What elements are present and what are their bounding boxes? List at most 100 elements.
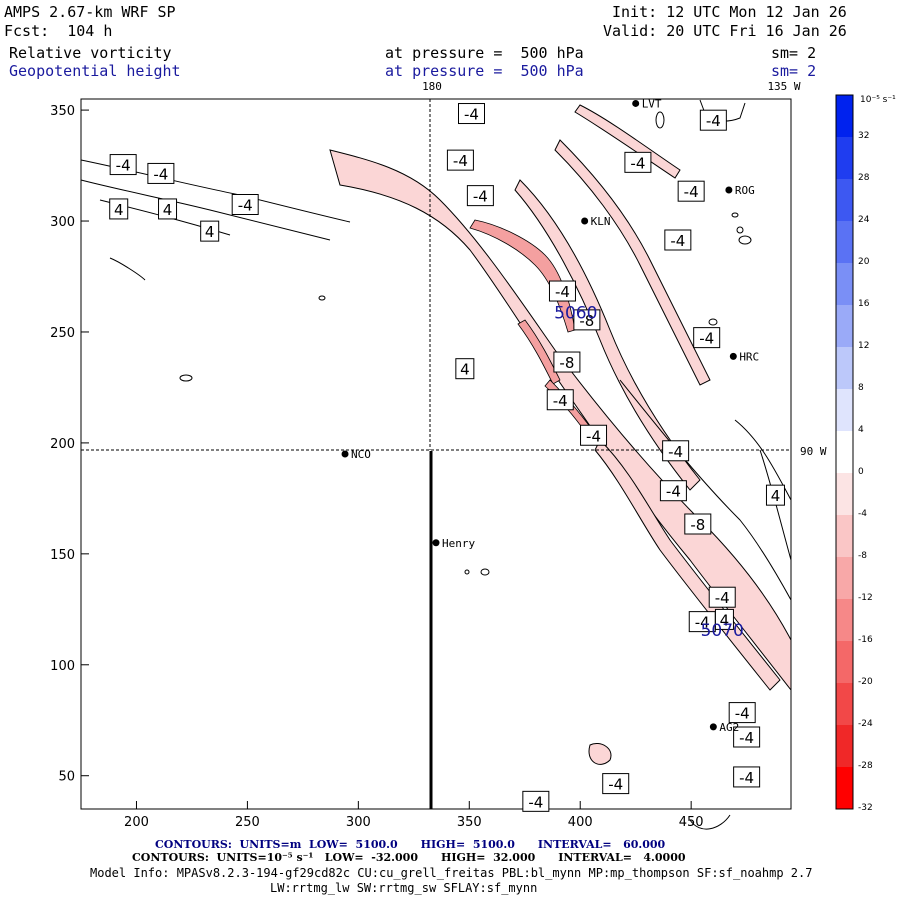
- contour-label: 4: [205, 223, 215, 241]
- x-tick-label: 400: [568, 815, 593, 830]
- colorbar-tick-label: 4: [858, 425, 864, 435]
- contour-label-box: [147, 162, 175, 184]
- contour-label: -4: [153, 165, 168, 183]
- footer-model-info: Model Info: MPASv8.2.3-194-gf29cd82c CU:…: [90, 866, 813, 880]
- colorbar-frame: [835, 94, 854, 810]
- contour-label-box: [455, 358, 475, 380]
- colorbar-swatch: [836, 95, 853, 137]
- init-time: Init: 12 UTC Mon 12 Jan 26: [612, 3, 847, 21]
- colorbar-tick-label: 0: [858, 467, 864, 477]
- colorbar-swatch: [836, 641, 853, 683]
- contour-label-box: [728, 702, 756, 724]
- contour-label-box: [573, 309, 601, 331]
- colorbar-unit: 10⁻⁵ s⁻¹: [860, 95, 896, 105]
- colorbar-swatch: [836, 725, 853, 767]
- contour-label-box: [733, 726, 761, 748]
- contour-label-box: [200, 220, 220, 242]
- colorbar-tick-label: -24: [858, 719, 873, 729]
- x-axis: 200 250 300 350 400 450: [124, 801, 704, 830]
- forecast-hour: Fcst: 104 h: [4, 22, 113, 40]
- station-marker: [725, 186, 733, 194]
- contour-label-box: [733, 766, 761, 788]
- station-marker: [432, 539, 440, 547]
- y-tick-label: 150: [50, 548, 75, 563]
- contour-label-box: [708, 586, 736, 608]
- contour-label-box: [522, 790, 550, 812]
- colorbar-tick-label: -12: [858, 593, 873, 603]
- colorbar-tick-label: 20: [858, 257, 870, 267]
- colorbar-swatch: [836, 305, 853, 347]
- colorbar-swatch: [836, 431, 853, 473]
- station-marker: [341, 450, 349, 458]
- contour-label-box: [765, 484, 785, 506]
- contour-label: -4: [630, 154, 645, 172]
- station-marker: [632, 99, 640, 107]
- contour-label: -4: [670, 232, 685, 250]
- colorbar-swatch: [836, 389, 853, 431]
- contour-label: -4: [668, 443, 683, 461]
- field1-name: Relative vorticity: [9, 44, 172, 62]
- contour-label: 4: [163, 201, 173, 219]
- height-contour-label: 5070: [701, 621, 744, 641]
- colorbar-swatch: [836, 767, 853, 809]
- footer-physics-info: LW:rrtmg_lw SW:rrtmg_sw SFLAY:sf_mynn: [270, 881, 538, 895]
- colorbar-swatch: [836, 515, 853, 557]
- contour-label-box: [458, 103, 485, 125]
- contour-label-box: [580, 424, 608, 446]
- station-label: LVT: [642, 97, 662, 110]
- contour-label: -4: [666, 483, 681, 501]
- contour-label: 4: [720, 611, 730, 629]
- contour-label: -4: [706, 112, 721, 130]
- contour-label: -4: [453, 152, 468, 170]
- contour-label: 4: [460, 361, 470, 379]
- contour-label: -4: [739, 729, 754, 747]
- contour-label-box: [109, 154, 137, 176]
- field1-level: at pressure = 500 hPa: [385, 44, 584, 62]
- contour-label: -4: [695, 614, 710, 632]
- contour-label: -4: [608, 776, 623, 794]
- station-label: NCO: [351, 448, 371, 461]
- contour-label: -4: [684, 183, 699, 201]
- contour-label: -4: [553, 392, 568, 410]
- station-label: KLN: [591, 215, 611, 228]
- y-tick-label: 250: [50, 326, 75, 341]
- colorbar-tick-label: -16: [858, 635, 873, 645]
- contour-label-box: [548, 280, 576, 302]
- contour-label: -8: [559, 354, 574, 372]
- colorbar-swatch: [836, 473, 853, 515]
- contour-label: -4: [699, 330, 714, 348]
- height-contour-label: 5060: [554, 304, 597, 324]
- colorbar: 32 28 24 20 16 12 8 4 0 -4 -8 -12 -16 -20 -24 -28 -32: [835, 94, 873, 813]
- station-layer: LVT ROG KLN HRC NCO Henry AG2: [341, 97, 759, 734]
- contour-label: -4: [464, 106, 479, 124]
- colorbar-swatch: [836, 683, 853, 725]
- colorbar-swatch: [836, 137, 853, 179]
- contour-label-box: [466, 185, 494, 207]
- station-marker: [581, 217, 589, 225]
- colorbar-tick-label: 8: [858, 383, 864, 393]
- contour-label: -4: [238, 197, 253, 215]
- contour-label-box: [677, 180, 705, 202]
- colorbar-tick-label: -32: [858, 803, 873, 813]
- contour-label: -4: [473, 188, 488, 206]
- station-label: AG2: [719, 721, 739, 734]
- contour-label: -4: [528, 793, 543, 811]
- contour-label: -4: [116, 157, 131, 175]
- contour-label: -4: [555, 283, 570, 301]
- contour-label-box: [158, 198, 178, 220]
- model-title: AMPS 2.67-km WRF SP: [4, 3, 176, 21]
- station-label: Henry: [442, 537, 475, 550]
- colorbar-tick-label: -4: [858, 509, 867, 519]
- field1-smoothing: sm= 2: [771, 44, 817, 62]
- contour-label-box: [664, 229, 692, 251]
- field2-level: at pressure = 500 hPa: [385, 62, 584, 80]
- contour-label: -4: [715, 589, 730, 607]
- colorbar-tick-label: -20: [858, 677, 873, 687]
- contour-label-box: [446, 149, 474, 171]
- contour-label: 4: [771, 487, 781, 505]
- contour-label-box: [699, 109, 727, 131]
- station-label: HRC: [739, 350, 759, 363]
- station-label: ROG: [735, 184, 755, 197]
- colorbar-tick-label: 16: [858, 299, 870, 309]
